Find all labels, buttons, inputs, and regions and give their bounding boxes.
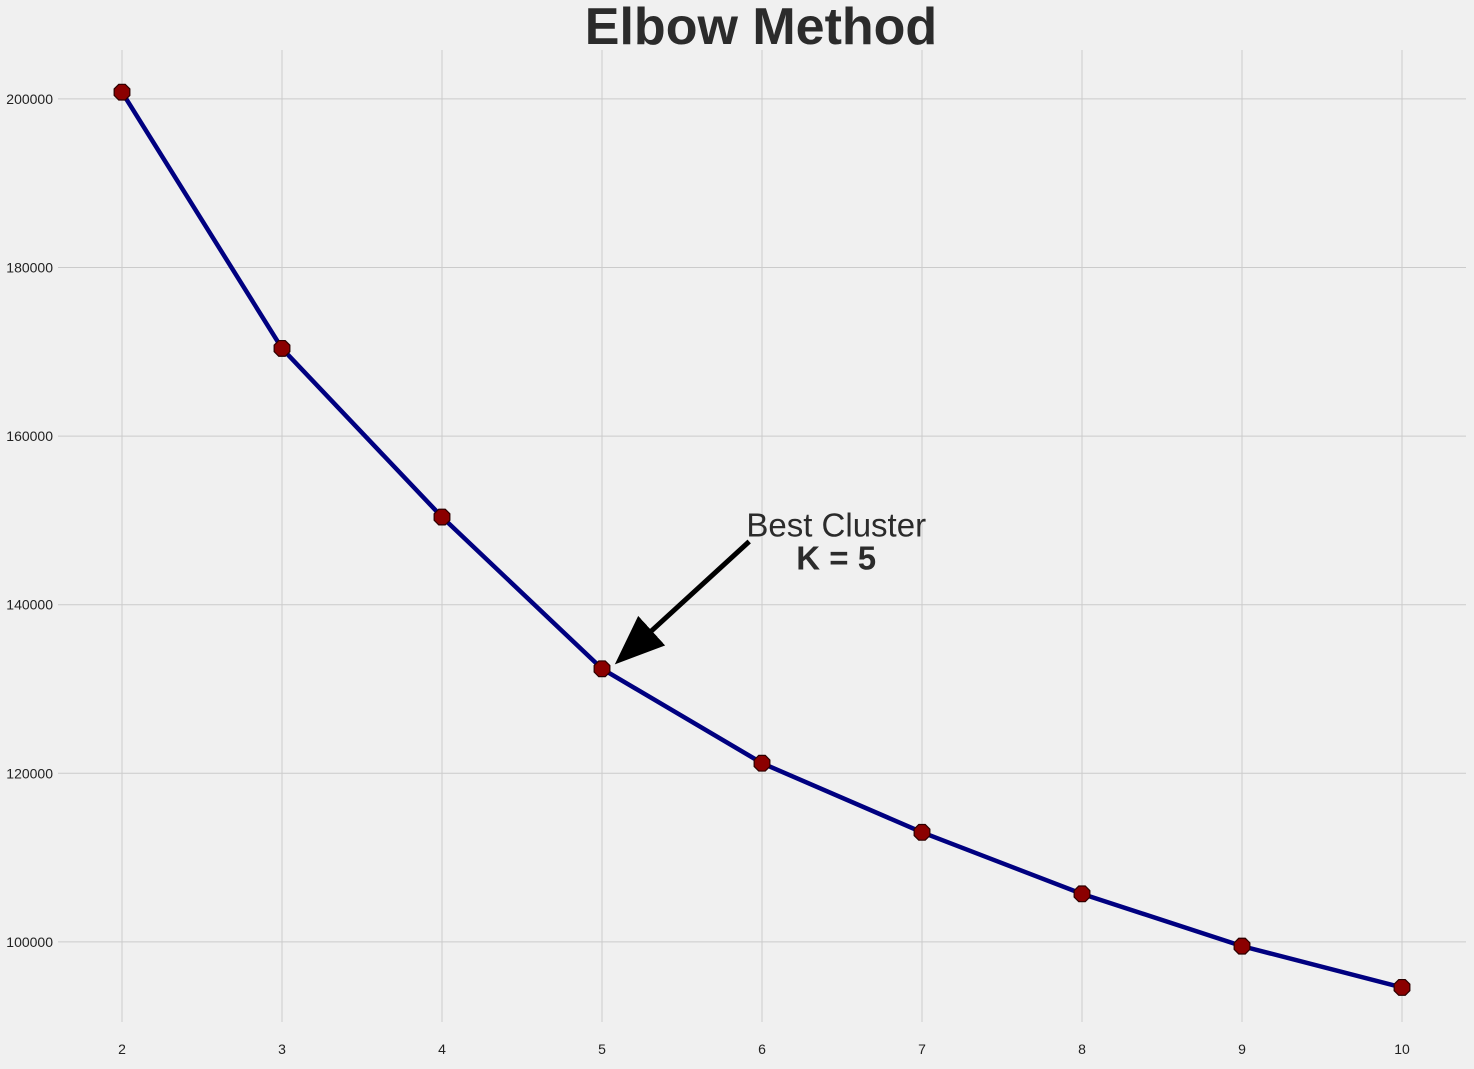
- chart-title: Elbow Method: [585, 0, 937, 56]
- data-point-k-7: [913, 823, 931, 841]
- data-points: [113, 83, 1411, 996]
- data-point-k-2: [113, 83, 131, 101]
- data-point-k-6: [753, 754, 771, 772]
- data-point-k-5: [593, 660, 611, 678]
- annotation-label-k: K = 5: [796, 539, 876, 576]
- x-tick-label-6: 6: [758, 1041, 766, 1057]
- y-tick-label-160000: 160000: [6, 428, 53, 444]
- data-point-k-9: [1233, 937, 1251, 955]
- y-tick-label-140000: 140000: [6, 597, 53, 613]
- grid: [58, 50, 1466, 1022]
- x-tick-label-9: 9: [1238, 1041, 1246, 1057]
- annotation-arrow: [614, 539, 751, 665]
- data-point-k-10: [1393, 978, 1411, 996]
- x-tick-label-2: 2: [118, 1041, 126, 1057]
- y-tick-label-180000: 180000: [6, 259, 53, 275]
- x-tick-label-5: 5: [598, 1041, 606, 1057]
- annotation: Best Cluster K = 5: [614, 506, 926, 665]
- x-tick-label-10: 10: [1394, 1041, 1410, 1057]
- x-tick-label-3: 3: [278, 1041, 286, 1057]
- data-point-k-3: [273, 339, 291, 357]
- y-tick-label-100000: 100000: [6, 934, 53, 950]
- tick-labels: 2 3 4 5 6 7 8 9 10 100000 120000 140000 160000 180000…: [6, 91, 1410, 1057]
- y-tick-label-200000: 200000: [6, 91, 53, 107]
- x-tick-label-8: 8: [1078, 1041, 1086, 1057]
- y-tick-label-120000: 120000: [6, 765, 53, 781]
- x-tick-label-4: 4: [438, 1041, 446, 1057]
- x-tick-label-7: 7: [918, 1041, 926, 1057]
- annotation-label-best-cluster: Best Cluster: [746, 506, 926, 543]
- data-point-k-8: [1073, 885, 1091, 903]
- data-point-k-4: [433, 508, 451, 526]
